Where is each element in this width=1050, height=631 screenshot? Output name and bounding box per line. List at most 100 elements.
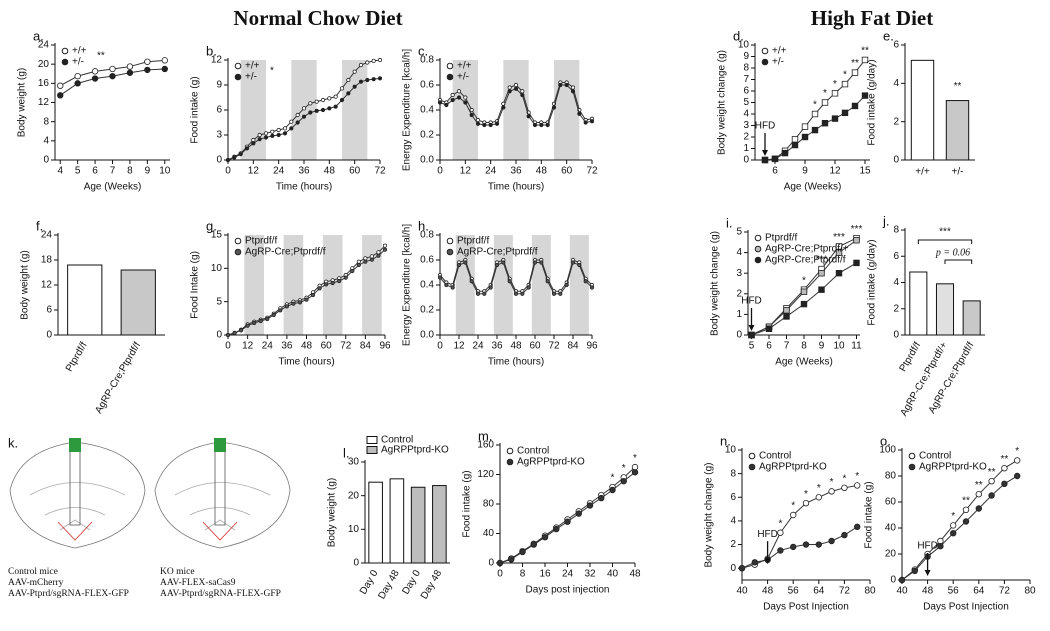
point xyxy=(765,325,773,333)
y-tick-label: 20 xyxy=(348,490,360,501)
y-tick-label: 160 xyxy=(477,440,494,451)
y-tick-label: 8 xyxy=(743,63,749,74)
y-tick-label: 0 xyxy=(893,330,899,341)
bar xyxy=(910,59,935,161)
y-tick-label: 12 xyxy=(211,55,223,66)
point xyxy=(564,282,569,288)
x-tick-label: 0 xyxy=(225,166,231,177)
point xyxy=(950,530,957,537)
y-axis-title: Food intake (g) xyxy=(462,470,473,537)
dark-phase xyxy=(244,235,264,335)
x-tick-label: 72 xyxy=(340,341,352,352)
point xyxy=(570,85,576,90)
legend-label: Control xyxy=(919,451,951,462)
x-tick-label: 36 xyxy=(510,166,522,177)
point xyxy=(330,280,335,286)
event-label: HFD xyxy=(917,541,938,552)
point xyxy=(314,108,319,113)
point xyxy=(520,89,525,94)
y-axis-title: Body weight (g) xyxy=(20,250,31,319)
y-axis-title: Body weight (g) xyxy=(327,478,338,547)
y-tick-label: 0.4 xyxy=(420,105,434,116)
legend-label: AgRPPtprd-KO xyxy=(381,445,449,456)
legend-marker xyxy=(61,58,69,66)
point xyxy=(801,123,809,130)
point xyxy=(570,89,576,94)
point xyxy=(463,260,468,265)
diagram-text: AAV-Ptprd/sgRNA-FLEX-GFP xyxy=(8,589,129,599)
point xyxy=(144,66,151,74)
point xyxy=(526,114,531,119)
annotation: ** xyxy=(975,480,983,491)
y-axis-title: Body weight change (g) xyxy=(710,231,721,336)
y-tick-label: 0.8 xyxy=(420,55,434,66)
legend-marker xyxy=(761,47,769,55)
point xyxy=(520,92,525,98)
point xyxy=(530,541,537,548)
point xyxy=(777,547,784,554)
y-tick-label: 4 xyxy=(743,109,749,120)
panel-label: b. xyxy=(206,43,217,58)
point xyxy=(962,506,970,513)
y-tick-label: 0 xyxy=(893,155,899,166)
y-tick-label: 4 xyxy=(730,516,736,527)
x-tick-label: 7 xyxy=(784,341,790,352)
y-tick-label: 3 xyxy=(736,268,742,279)
y-tick-label: 0 xyxy=(46,330,52,341)
point xyxy=(324,282,329,287)
x-tick-label: Day 48 xyxy=(376,568,402,601)
dark-phase xyxy=(554,60,580,160)
event-label: HFD xyxy=(755,121,776,132)
x-tick-label: 84 xyxy=(567,341,579,352)
y-tick-label: 6 xyxy=(893,251,899,262)
legend-label: AgRP-Cre;Ptprdf/f xyxy=(245,247,326,258)
x-axis-title: Time (hours) xyxy=(488,357,544,368)
point xyxy=(962,518,970,525)
y-tick-label: 10 xyxy=(725,445,737,456)
point xyxy=(818,269,825,277)
x-tick-label: 56 xyxy=(948,586,960,597)
bar xyxy=(962,300,981,336)
annotation: ** xyxy=(954,81,962,92)
y-tick-label: 6 xyxy=(743,86,749,97)
y-tick-label: 6 xyxy=(893,40,899,51)
point xyxy=(800,300,808,308)
panel-label: j. xyxy=(882,213,890,228)
point xyxy=(363,256,368,261)
dark-phase xyxy=(283,235,304,335)
y-tick-label: 3 xyxy=(743,120,749,131)
section-title: High Fat Diet xyxy=(811,6,933,30)
point xyxy=(545,279,550,284)
x-tick-label: 12 xyxy=(453,341,465,352)
y-tick-label: 0 xyxy=(736,330,742,341)
x-tick-label: 48 xyxy=(536,166,548,177)
point xyxy=(258,318,263,324)
point xyxy=(988,492,995,499)
point xyxy=(238,328,244,333)
point xyxy=(463,100,468,105)
point xyxy=(382,243,388,248)
point xyxy=(225,157,231,163)
point xyxy=(513,82,519,88)
point xyxy=(821,99,829,106)
legend-marker xyxy=(908,452,916,460)
x-tick-label: 72 xyxy=(586,166,598,177)
point xyxy=(815,541,822,548)
y-axis-title: Body weight change (g) xyxy=(704,462,715,567)
y-tick-label: 20 xyxy=(885,549,897,560)
point xyxy=(376,253,381,258)
legend-marker xyxy=(446,237,454,245)
bar xyxy=(945,100,970,161)
y-tick-label: 0.6 xyxy=(420,255,434,266)
dark-phase xyxy=(569,235,589,335)
point xyxy=(450,92,455,98)
point xyxy=(282,131,288,136)
point xyxy=(444,102,449,108)
x-tick-label: 4 xyxy=(57,166,63,177)
x-tick-label: 96 xyxy=(586,341,598,352)
point xyxy=(238,152,243,157)
point xyxy=(532,260,538,265)
y-tick-label: 24 xyxy=(41,230,53,241)
y-tick-label: 0.8 xyxy=(420,230,434,241)
dark-phase xyxy=(362,235,382,335)
